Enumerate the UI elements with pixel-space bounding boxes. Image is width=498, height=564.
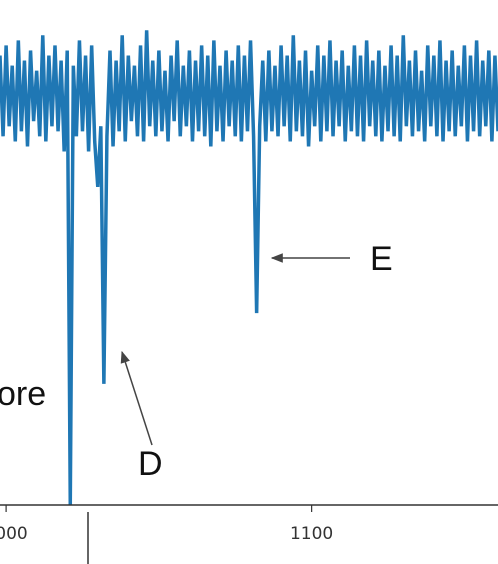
x-tick-label: 1100 (290, 524, 333, 544)
plot-area (0, 30, 498, 506)
arrow (120, 350, 153, 446)
annotation: ore (0, 375, 46, 413)
annotation: E (370, 240, 393, 278)
signal-line (0, 30, 498, 506)
x-tick-label: 1000 (0, 524, 28, 544)
annotation: D (138, 445, 163, 483)
